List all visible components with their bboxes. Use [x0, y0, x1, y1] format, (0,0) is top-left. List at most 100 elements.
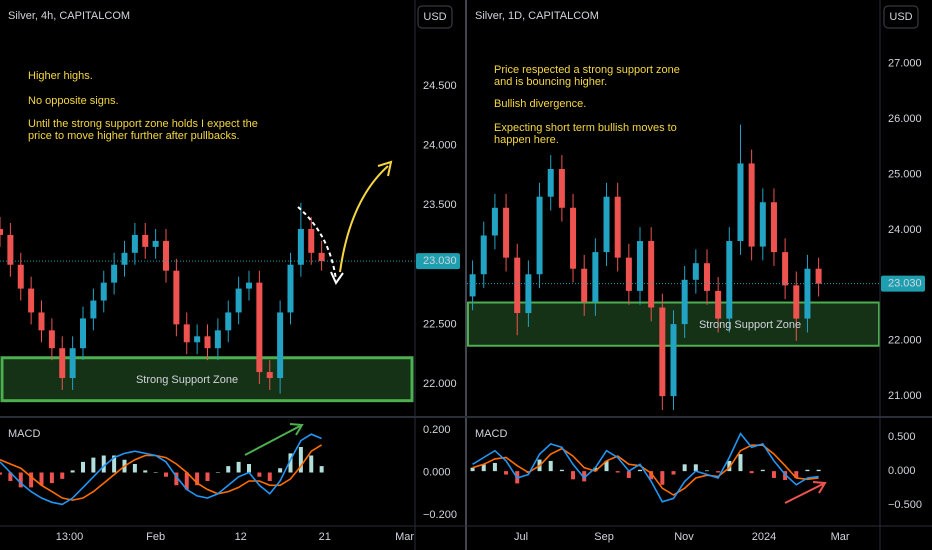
histogram-bar	[91, 457, 96, 473]
candle-body	[59, 348, 66, 379]
candle-body	[625, 257, 632, 291]
histogram-bar	[660, 471, 665, 485]
candle-body	[277, 312, 284, 379]
last-price-label: 23.030	[423, 255, 457, 267]
candle-body	[469, 274, 476, 297]
candle-body	[748, 163, 755, 247]
x-tick-label: 21	[319, 531, 331, 543]
last-price-box	[881, 275, 925, 292]
candle-body	[266, 372, 273, 379]
annotation: Higher highs.	[28, 70, 93, 82]
candle-body	[681, 279, 688, 325]
histogram-bar	[559, 469, 564, 472]
histogram-bar	[504, 471, 509, 475]
candle-body	[131, 234, 138, 253]
histogram-bar	[649, 471, 654, 480]
y-tick-label: 24.000	[888, 224, 922, 236]
histogram-bar	[693, 464, 698, 472]
histogram-bar	[319, 466, 324, 473]
candle-body	[547, 168, 554, 197]
y-tick-label: −0.200	[423, 509, 457, 521]
histogram-bar	[18, 472, 23, 488]
histogram-bar	[816, 469, 821, 472]
candle-body	[256, 282, 263, 373]
candle-body	[692, 263, 699, 280]
candle-body	[100, 282, 107, 301]
currency-box	[417, 5, 453, 29]
annotation: Price respected a strong support zone	[494, 64, 680, 76]
histogram-bar	[571, 471, 576, 480]
histogram-bar	[112, 455, 117, 473]
currency-label: USD	[889, 11, 912, 23]
candle-body	[782, 252, 789, 286]
annotation: No opposite signs.	[28, 95, 119, 107]
candle-body	[7, 234, 14, 265]
candle-body	[703, 263, 710, 291]
candle-body	[0, 228, 3, 235]
y-tick-label: 0.500	[888, 431, 916, 443]
arrow	[244, 425, 301, 456]
histogram-bar	[749, 471, 754, 474]
histogram-bar	[184, 472, 189, 490]
histogram-bar	[0, 472, 2, 475]
y-tick-label: 22.000	[423, 378, 457, 390]
indicator-title: MACD	[8, 428, 40, 440]
candle-body	[204, 336, 211, 349]
candle-body	[308, 228, 315, 253]
y-tick-label: 22.000	[888, 335, 922, 347]
candle-body	[525, 274, 532, 314]
histogram-bar	[8, 472, 13, 482]
histogram-bar	[257, 472, 262, 477]
arrow	[784, 483, 824, 504]
arrow	[297, 206, 337, 281]
arrow	[339, 165, 389, 273]
macd-line	[0, 444, 323, 501]
zone-label: Strong Support Zone	[699, 319, 801, 331]
candle-body	[152, 240, 159, 247]
candle-body	[90, 300, 97, 319]
y-tick-label: 25.000	[888, 168, 922, 180]
annotation: Expecting short term bullish moves to	[494, 122, 677, 134]
annotation: Until the strong support zone holds I ex…	[28, 118, 258, 130]
candle-body	[514, 257, 521, 314]
x-tick-label: Sep	[594, 531, 614, 543]
histogram-bar	[704, 470, 709, 472]
candle-body	[503, 207, 510, 258]
candle-body	[173, 270, 180, 325]
histogram-bar	[593, 467, 598, 472]
y-tick-label: 26.000	[888, 113, 922, 125]
histogram-bar	[60, 472, 65, 479]
x-tick-label: Jul	[514, 531, 528, 543]
histogram-bar	[164, 472, 168, 477]
y-tick-label: 0.200	[423, 424, 451, 436]
candle-body	[297, 228, 304, 265]
y-tick-label: 23.500	[423, 199, 457, 211]
arrow-head	[377, 160, 393, 177]
y-tick-label: 22.500	[423, 318, 457, 330]
histogram-bar	[638, 469, 643, 472]
currency-box	[883, 5, 919, 29]
histogram-bar	[81, 461, 85, 473]
x-tick-label: Feb	[146, 531, 165, 543]
histogram-bar	[470, 467, 475, 472]
candle-body	[69, 348, 76, 379]
candle-body	[163, 240, 169, 271]
chart-title: Silver, 4h, CAPITALCOM	[8, 10, 130, 22]
y-tick-label: 0.000	[423, 466, 451, 478]
candle-body	[235, 288, 242, 313]
last-price-label: 23.030	[888, 278, 922, 290]
candle-body	[246, 282, 252, 289]
histogram-bar	[298, 446, 303, 473]
histogram-bar	[70, 470, 75, 473]
candle-body	[759, 202, 766, 247]
annotation: happen here.	[494, 134, 559, 146]
x-tick-label: Nov	[674, 531, 694, 543]
mark-layer	[0, 124, 880, 506]
candle-body	[670, 324, 677, 397]
candle-body	[592, 252, 599, 302]
histogram-bar	[226, 466, 231, 473]
arrow-head	[289, 423, 304, 436]
histogram-bar	[615, 471, 620, 473]
